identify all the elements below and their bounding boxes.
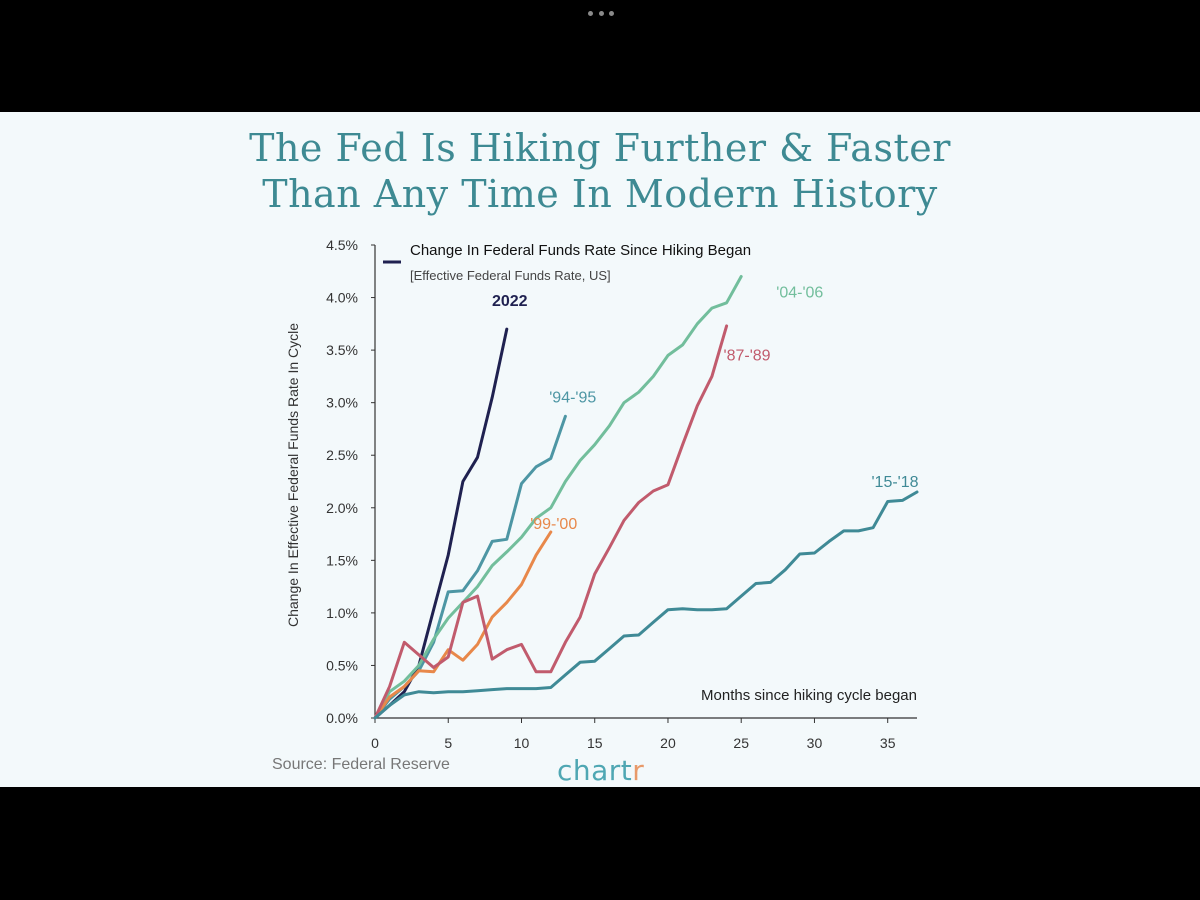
x-tick-label: 5 [444, 735, 452, 751]
chart-title: The Fed Is Hiking Further & Faster Than … [0, 125, 1200, 217]
title-line-1: The Fed Is Hiking Further & Faster [249, 126, 951, 170]
y-tick-label: 3.0% [326, 395, 358, 411]
x-tick-label: 0 [371, 735, 379, 751]
brand-accent: r [632, 754, 645, 787]
x-tick-label: 15 [587, 735, 603, 751]
series-line [373, 275, 743, 720]
y-tick-label: 1.5% [326, 552, 358, 568]
x-tick-label: 10 [514, 735, 530, 751]
brand-main: chart [557, 754, 633, 787]
series-line [373, 530, 553, 720]
series-label: '15-'18 [872, 474, 919, 491]
y-tick-label: 1.0% [326, 605, 358, 621]
dot [609, 10, 614, 16]
x-tick-label: 20 [660, 735, 676, 751]
x-tick-label: 30 [807, 735, 823, 751]
legend-subtitle: [Effective Federal Funds Rate, US] [410, 268, 611, 283]
y-tick-label: 2.5% [326, 447, 358, 463]
y-tick-label: 2.0% [326, 500, 358, 516]
y-tick-label: 0.0% [326, 710, 358, 726]
more-dots-icon[interactable] [588, 8, 614, 18]
x-tick-label: 35 [880, 735, 896, 751]
y-tick-label: 3.5% [326, 342, 358, 358]
x-tick-label: 25 [733, 735, 749, 751]
series-label: '04-'06 [776, 285, 823, 302]
series-line [373, 324, 729, 720]
dot [598, 10, 604, 16]
y-tick-label: 4.0% [326, 290, 358, 306]
y-tick-label: 4.5% [326, 237, 358, 253]
y-axis-label: Change In Effective Federal Funds Rate I… [285, 323, 301, 627]
legend-title: Change In Federal Funds Rate Since Hikin… [410, 242, 751, 259]
chart-card [0, 112, 1200, 787]
series-label: '87-'89 [724, 348, 771, 365]
dot [588, 10, 593, 16]
title-line-2: Than Any Time In Modern History [262, 172, 938, 216]
series-label: 2022 [492, 293, 528, 310]
series-line [373, 490, 919, 720]
brand-logo: chartr [557, 754, 644, 787]
y-tick-label: 0.5% [326, 657, 358, 673]
series-label: '94-'95 [549, 390, 596, 407]
source-note: Source: Federal Reserve [272, 756, 450, 773]
series-label: '99-'00 [530, 516, 577, 533]
x-axis-label: Months since hiking cycle began [701, 687, 917, 704]
